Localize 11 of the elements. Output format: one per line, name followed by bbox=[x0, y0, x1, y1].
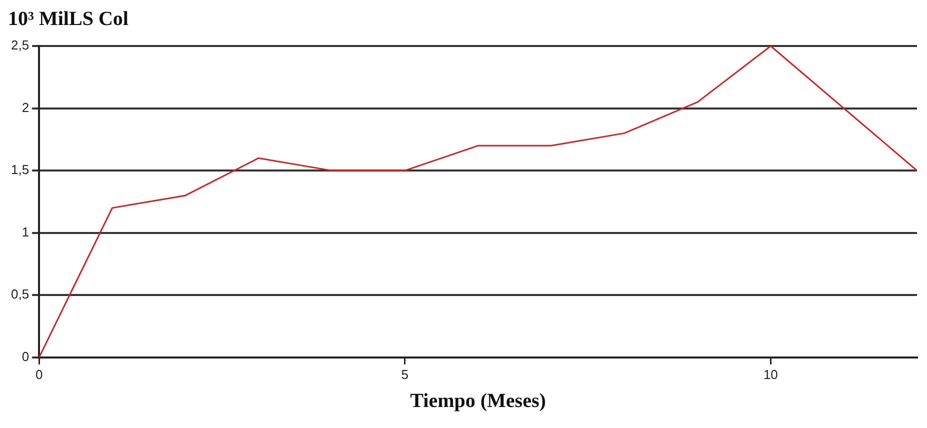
x-axis-title: Tiempo (Meses) bbox=[410, 390, 546, 412]
y-tick-label: 1,5 bbox=[10, 162, 30, 178]
x-tick-label: 10 bbox=[763, 366, 778, 382]
y-axis-title: 10³ MilLS Col bbox=[8, 8, 130, 32]
x-tick-label: 5 bbox=[401, 366, 408, 382]
x-tick-label: 0 bbox=[35, 366, 43, 382]
y-tick-label: 2,5 bbox=[10, 38, 30, 53]
y-tick-label: 0 bbox=[22, 348, 30, 364]
y-tick-label: 1 bbox=[22, 224, 30, 240]
y-tick-label: 2 bbox=[22, 100, 30, 115]
y-tick-label: 0,5 bbox=[10, 286, 30, 302]
